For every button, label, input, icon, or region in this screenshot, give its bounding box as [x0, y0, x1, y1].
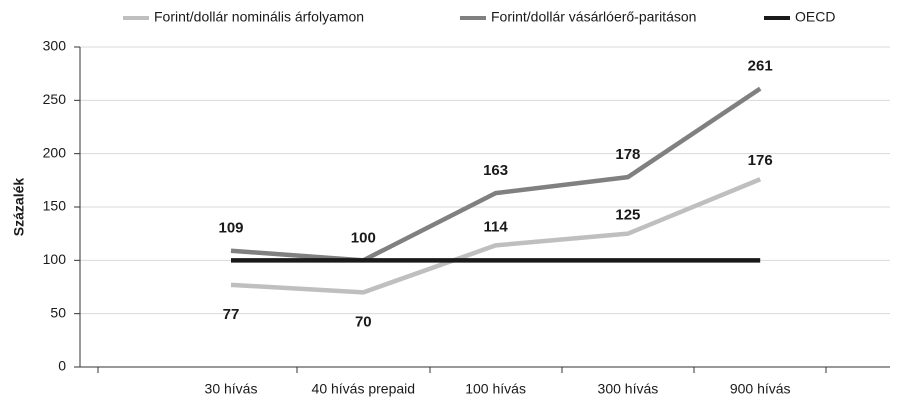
data-label: 178 — [615, 146, 640, 163]
y-axis-label: Százalék — [11, 178, 27, 237]
y-tick-label: 50 — [50, 304, 66, 320]
legend-label: Forint/dollár nominális árfolyamon — [154, 9, 364, 25]
y-tick-label: 300 — [43, 38, 67, 54]
legend-label: Forint/dollár vásárlóerő-paritáson — [491, 9, 696, 25]
data-label: 261 — [748, 58, 773, 75]
data-label: 109 — [218, 220, 243, 237]
data-label: 163 — [483, 162, 508, 179]
data-label: 100 — [351, 229, 376, 246]
data-label: 70 — [355, 313, 372, 330]
data-label: 77 — [223, 306, 240, 323]
x-tick-label: 100 hívás — [465, 381, 526, 397]
x-tick-label: 300 hívás — [598, 381, 659, 397]
x-tick-label: 40 hívás prepaid — [312, 381, 416, 397]
legend-label: OECD — [795, 9, 835, 25]
x-tick-label: 30 hívás — [205, 381, 258, 397]
y-tick-label: 200 — [43, 144, 67, 160]
y-tick-label: 0 — [58, 358, 66, 374]
data-label: 125 — [615, 207, 640, 224]
y-tick-label: 250 — [43, 91, 67, 107]
data-label: 114 — [483, 218, 508, 235]
series-line — [230, 177, 762, 295]
y-tick-label: 100 — [43, 251, 67, 267]
data-label: 176 — [748, 152, 773, 169]
y-tick-label: 150 — [43, 198, 67, 214]
x-tick-label: 900 hívás — [730, 381, 791, 397]
series-line — [230, 86, 762, 263]
